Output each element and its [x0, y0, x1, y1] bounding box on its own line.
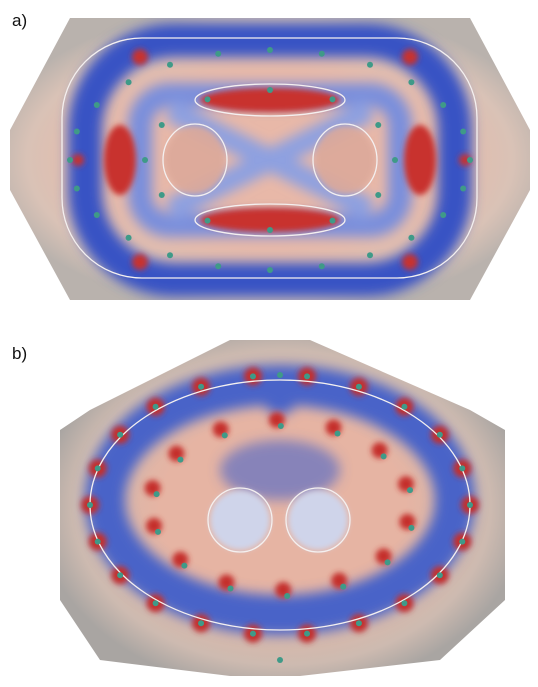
atom — [159, 192, 165, 198]
atom — [94, 102, 100, 108]
atom — [356, 384, 362, 390]
atom — [407, 487, 413, 493]
atom — [340, 584, 346, 590]
atom — [167, 252, 173, 258]
atom — [215, 51, 221, 57]
atom — [367, 252, 373, 258]
atom — [87, 502, 93, 508]
atom — [198, 620, 204, 626]
atom — [142, 157, 148, 163]
atom — [335, 431, 341, 437]
atom — [460, 185, 466, 191]
atom — [459, 465, 465, 471]
figure: a) b) — [0, 0, 538, 687]
atom — [408, 235, 414, 241]
atom — [159, 122, 165, 128]
atom — [278, 423, 284, 429]
atom — [215, 263, 221, 269]
atom — [117, 572, 123, 578]
atom — [392, 157, 398, 163]
atom — [367, 62, 373, 68]
atom — [167, 62, 173, 68]
atom — [459, 539, 465, 545]
atom — [267, 267, 273, 273]
atom — [401, 404, 407, 410]
atom — [154, 491, 160, 497]
atom — [227, 585, 233, 591]
atom — [467, 157, 473, 163]
panel-b — [60, 340, 505, 676]
atom — [467, 502, 473, 508]
atom — [356, 620, 362, 626]
atom — [375, 122, 381, 128]
atom — [94, 212, 100, 218]
atom — [277, 372, 283, 378]
atom — [440, 212, 446, 218]
atom — [67, 157, 73, 163]
atom — [267, 227, 273, 233]
atom — [95, 539, 101, 545]
atom — [153, 600, 159, 606]
atom — [250, 373, 256, 379]
atom — [126, 235, 132, 241]
atom — [177, 457, 183, 463]
atom — [95, 465, 101, 471]
atom — [267, 47, 273, 53]
atom — [198, 384, 204, 390]
atom — [117, 432, 123, 438]
atom — [126, 79, 132, 85]
atom — [408, 525, 414, 531]
panel-a — [10, 18, 530, 300]
atom — [440, 102, 446, 108]
atom — [205, 96, 211, 102]
atom — [153, 404, 159, 410]
atom — [437, 432, 443, 438]
atom — [155, 529, 161, 535]
atom — [181, 563, 187, 569]
atom — [74, 129, 80, 135]
atom — [74, 185, 80, 191]
atom — [222, 432, 228, 438]
atom — [304, 373, 310, 379]
panel-label: a) — [12, 11, 27, 30]
atom — [385, 559, 391, 565]
atom — [437, 572, 443, 578]
atom — [375, 192, 381, 198]
atom — [250, 631, 256, 637]
panel-label: b) — [12, 344, 27, 363]
atom — [381, 453, 387, 459]
atom — [205, 218, 211, 224]
atom — [460, 129, 466, 135]
atom — [304, 631, 310, 637]
atom — [319, 263, 325, 269]
atom — [330, 96, 336, 102]
atom — [408, 79, 414, 85]
atom — [277, 657, 283, 663]
atom — [401, 600, 407, 606]
atom — [319, 51, 325, 57]
atom — [267, 87, 273, 93]
atom — [330, 218, 336, 224]
atom — [284, 593, 290, 599]
